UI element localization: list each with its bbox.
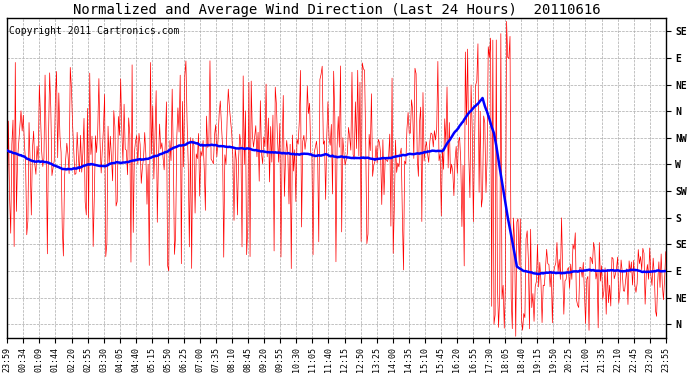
Text: Copyright 2011 Cartronics.com: Copyright 2011 Cartronics.com — [9, 26, 179, 36]
Title: Normalized and Average Wind Direction (Last 24 Hours)  20110616: Normalized and Average Wind Direction (L… — [72, 3, 600, 17]
